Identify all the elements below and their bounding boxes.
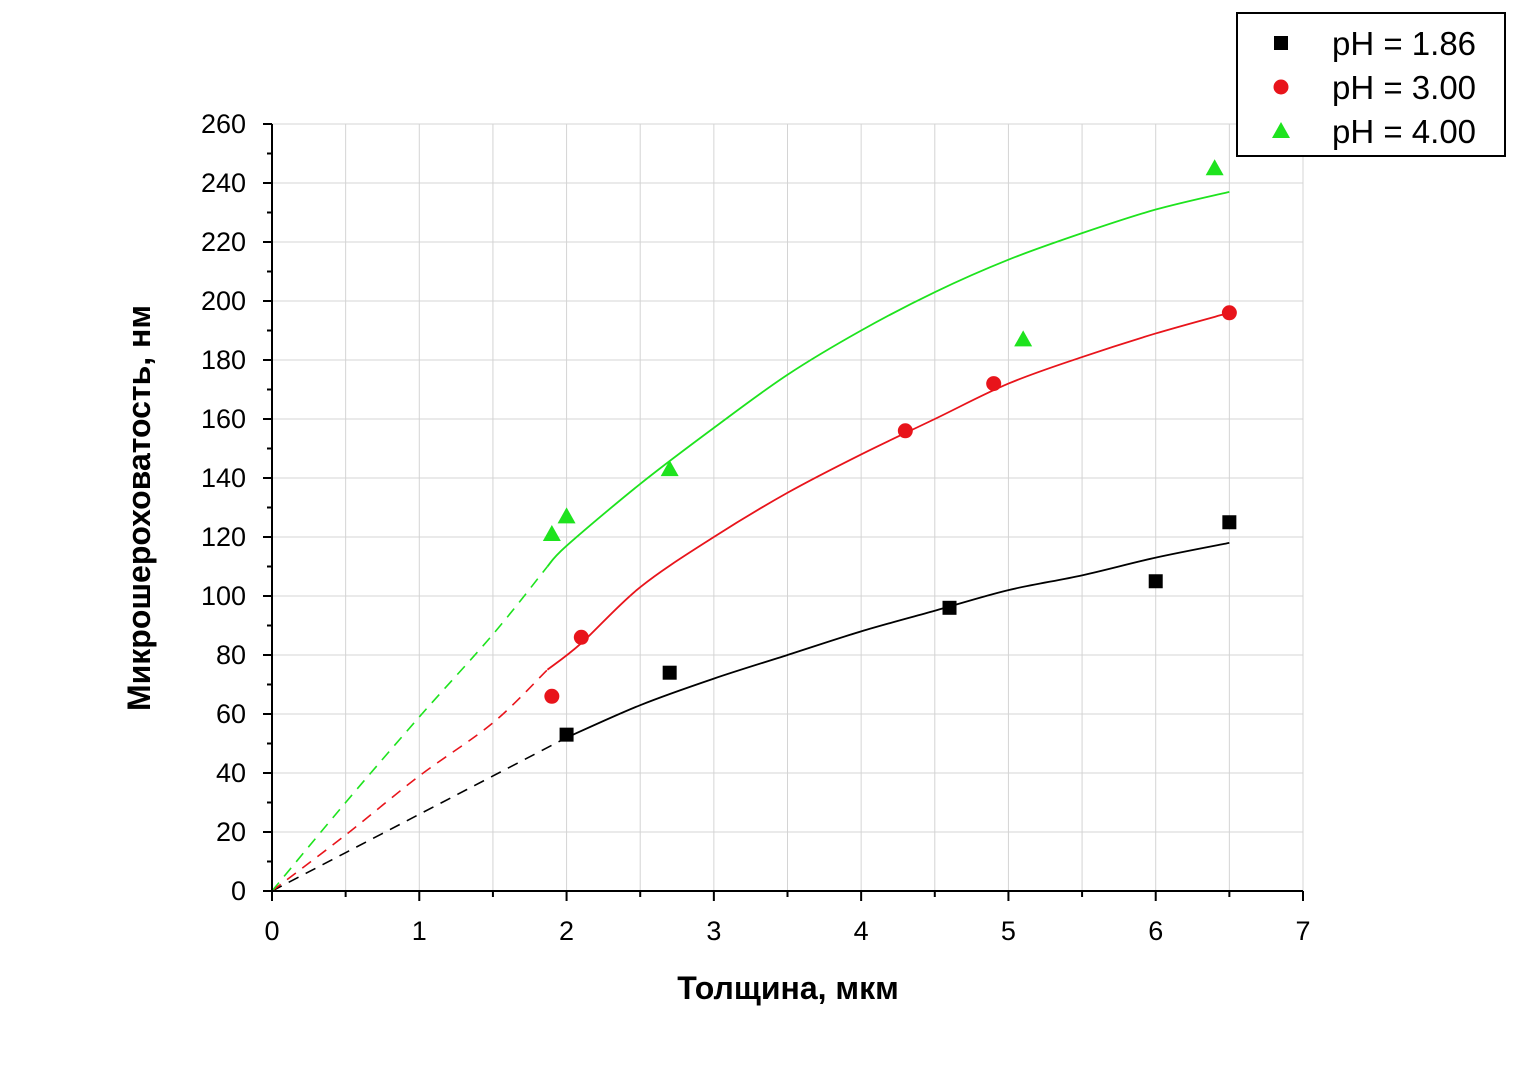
series-1-legend-marker bbox=[1274, 36, 1288, 50]
series-3-point bbox=[660, 460, 679, 477]
series-1-point bbox=[1148, 574, 1163, 589]
y-tick-label: 60 bbox=[216, 699, 246, 729]
series-2-point bbox=[986, 376, 1002, 392]
y-tick-label: 220 bbox=[201, 227, 246, 257]
series-3-extrapolation-line bbox=[271, 565, 549, 892]
y-tick-label: 160 bbox=[201, 404, 246, 434]
x-tick-label: 0 bbox=[264, 916, 279, 946]
series-2-point bbox=[1221, 305, 1237, 321]
series-1-extrapolation-line bbox=[271, 736, 567, 892]
series-1-legend-label: pH = 1.86 bbox=[1332, 25, 1476, 62]
y-tick-label: 20 bbox=[216, 817, 246, 847]
series-3-point bbox=[1205, 159, 1224, 176]
y-tick-label: 0 bbox=[231, 876, 246, 906]
series-2-extrapolation-line bbox=[271, 669, 548, 892]
x-axis-title: Толщина, мкм bbox=[677, 970, 899, 1006]
y-tick-label: 40 bbox=[216, 758, 246, 788]
legend: pH = 1.86 pH = 3.00 pH = 4.00 bbox=[1236, 12, 1506, 157]
y-tick-label: 260 bbox=[201, 109, 246, 139]
x-tick-label: 2 bbox=[559, 916, 574, 946]
y-tick-label: 120 bbox=[201, 522, 246, 552]
series-1-fit-line bbox=[566, 542, 1230, 739]
fit-curves bbox=[271, 190, 1230, 892]
series-1-point bbox=[942, 600, 957, 615]
series-2-fit-line bbox=[546, 311, 1230, 671]
series-2-legend-label: pH = 3.00 bbox=[1332, 69, 1476, 106]
x-tick-label: 6 bbox=[1148, 916, 1163, 946]
axes: 0 20 40 60 80 100 120 140 160 180 200 220 240 260 0 1 2 3… bbox=[201, 109, 1311, 946]
x-tick-label: 1 bbox=[412, 916, 427, 946]
series-2-legend-marker bbox=[1273, 79, 1289, 95]
x-tick-label: 7 bbox=[1295, 916, 1310, 946]
series-1-point bbox=[1222, 515, 1237, 530]
series-3-fit-line bbox=[546, 190, 1230, 568]
x-tick-label: 3 bbox=[706, 916, 721, 946]
y-tick-label: 140 bbox=[201, 463, 246, 493]
series-2-point bbox=[544, 688, 560, 704]
y-tick-label: 180 bbox=[201, 345, 246, 375]
series-3-point bbox=[542, 525, 561, 542]
series-3-point bbox=[1014, 330, 1033, 347]
x-tick-label: 4 bbox=[854, 916, 869, 946]
series-3-point bbox=[557, 507, 576, 524]
data-markers bbox=[542, 159, 1237, 742]
y-tick-label: 240 bbox=[201, 168, 246, 198]
series-3-legend-label: pH = 4.00 bbox=[1332, 113, 1476, 150]
y-tick-label: 100 bbox=[201, 581, 246, 611]
x-tick-label: 5 bbox=[1001, 916, 1016, 946]
series-1-point bbox=[662, 665, 677, 680]
series-2-point bbox=[897, 423, 913, 439]
series-3-legend-marker bbox=[1272, 122, 1290, 138]
series-2-point bbox=[573, 629, 589, 645]
grid bbox=[272, 123, 1304, 891]
y-tick-label: 80 bbox=[216, 640, 246, 670]
series-1-point bbox=[559, 727, 574, 742]
y-tick-label: 200 bbox=[201, 286, 246, 316]
y-axis-title: Микрошероховатость, нм bbox=[121, 305, 157, 711]
